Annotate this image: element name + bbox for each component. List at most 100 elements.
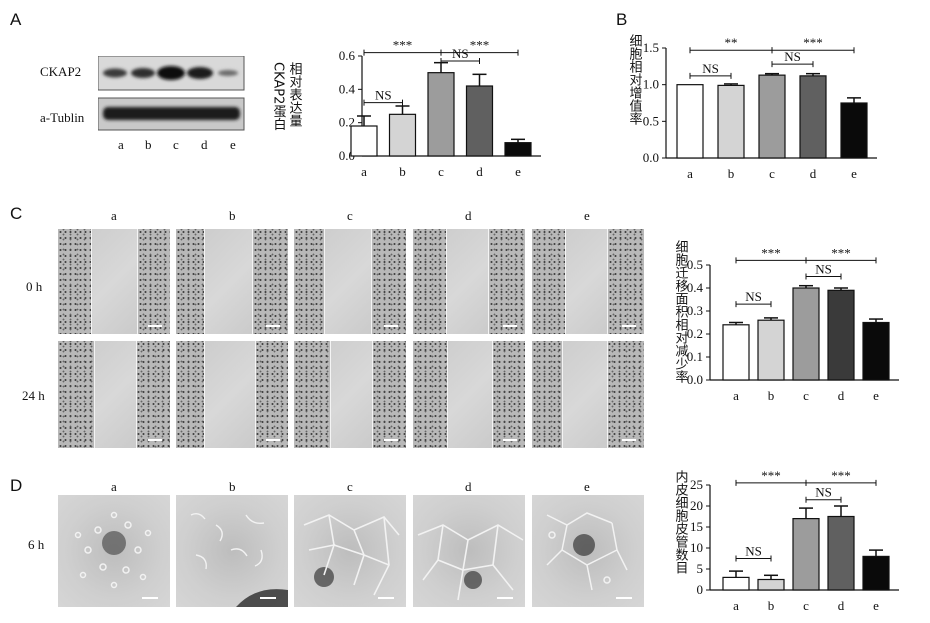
y-tick-label: 1.5 xyxy=(643,40,659,55)
significance-label: *** xyxy=(761,245,781,260)
x-tick-label: e xyxy=(873,388,879,403)
y-tick-label: 5 xyxy=(697,561,704,576)
x-tick-label: a xyxy=(361,164,367,179)
x-tick-label: d xyxy=(838,598,845,613)
tube-image xyxy=(413,495,525,607)
wound-col-e: e xyxy=(584,208,590,223)
significance-label: ** xyxy=(725,35,738,50)
y-tick-label: 0.0 xyxy=(643,150,659,165)
bar-b xyxy=(757,319,785,381)
bar-c xyxy=(758,74,786,159)
x-tick-label: c xyxy=(438,164,444,179)
wound-col-c: c xyxy=(347,208,353,223)
significance-label: NS xyxy=(815,485,832,500)
panel-letter-c: C xyxy=(10,204,23,223)
y-tick-label: 0.1 xyxy=(687,349,703,364)
bar-b xyxy=(757,578,785,591)
tube-row-6h: 6 h xyxy=(28,537,45,552)
blot-image xyxy=(98,56,245,131)
x-tick-label: b xyxy=(768,388,775,403)
y-axis-label: 内皮细胞皮管数目 xyxy=(673,469,689,574)
bar-d xyxy=(799,75,827,159)
y-tick-label: 15 xyxy=(690,519,703,534)
wound-row-24h: 24 h xyxy=(22,388,45,403)
wound-image xyxy=(532,229,644,334)
blot-lane-b: b xyxy=(145,137,152,152)
chart-c: 细胞迁移面积相对减少率 0.0 0.1 0.2 0.3 0.4 0.5 a b c d e *** ***… xyxy=(673,240,899,403)
y-tick-label: 0.4 xyxy=(687,280,704,295)
tube-col-c: c xyxy=(347,479,353,494)
x-tick-label: e xyxy=(515,164,521,179)
wound-image xyxy=(176,341,288,448)
y-tick-label: 1.0 xyxy=(643,77,659,92)
y-axis-label: CKAP2蛋白 xyxy=(271,62,287,131)
tube-image xyxy=(58,495,170,607)
significance-label: *** xyxy=(761,468,781,483)
x-tick-label: e xyxy=(851,166,857,181)
y-tick-label: 0.5 xyxy=(687,257,703,272)
tube-col-d: d xyxy=(465,479,472,494)
significance-label: *** xyxy=(831,468,851,483)
wound-image xyxy=(294,341,406,448)
bar-e xyxy=(862,321,890,381)
wound-image xyxy=(413,229,525,334)
x-tick-label: b xyxy=(399,164,406,179)
significance-label: NS xyxy=(784,49,801,64)
x-tick-label: d xyxy=(810,166,817,181)
x-tick-label: c xyxy=(769,166,775,181)
significance-label: NS xyxy=(815,262,832,277)
bar-a xyxy=(722,324,750,381)
bar-d xyxy=(827,289,855,381)
bar-b xyxy=(388,113,417,157)
wound-row-0h: 0 h xyxy=(26,279,43,294)
bar-d xyxy=(827,515,855,591)
blot-row-label-tubulin: a-Tublin xyxy=(40,110,85,125)
bar-e xyxy=(862,555,890,591)
x-tick-label: d xyxy=(476,164,483,179)
wound-image xyxy=(532,341,644,448)
wound-col-b: b xyxy=(229,208,236,223)
wound-col-a: a xyxy=(111,208,117,223)
panel-letter-a: A xyxy=(10,10,22,29)
x-tick-label: c xyxy=(803,388,809,403)
significance-label: *** xyxy=(803,35,823,50)
y-tick-label: 0.0 xyxy=(687,372,703,387)
significance-label: NS xyxy=(745,289,762,304)
y-axis-label: 相对表达量 xyxy=(287,62,303,127)
significance-label: NS xyxy=(745,544,762,559)
wound-image xyxy=(58,229,170,334)
blot-lane-d: d xyxy=(201,137,208,152)
x-tick-label: b xyxy=(768,598,775,613)
tube-col-a: a xyxy=(111,479,117,494)
wound-image xyxy=(413,341,525,448)
y-tick-label: 25 xyxy=(690,477,703,492)
bar-b xyxy=(717,84,745,159)
significance-label: NS xyxy=(452,46,469,61)
y-axis-label: 细胞迁移面积相对减少率 xyxy=(673,240,689,383)
bar-a xyxy=(722,576,750,591)
significance-label: *** xyxy=(393,38,413,53)
significance-label: *** xyxy=(470,38,490,53)
y-tick-label: 10 xyxy=(690,540,703,555)
y-tick-label: 0.4 xyxy=(339,81,356,96)
y-tick-label: 0.3 xyxy=(687,303,703,318)
blot-lane-a: a xyxy=(118,137,124,152)
y-tick-label: 0.5 xyxy=(643,113,659,128)
tube-image xyxy=(294,495,406,607)
y-tick-label: 20 xyxy=(690,498,703,513)
y-tick-label: 0.6 xyxy=(339,48,356,63)
tube-image xyxy=(176,495,288,607)
x-tick-label: c xyxy=(803,598,809,613)
chart-d: 内皮细胞皮管数目 0 5 10 15 20 25 a b c d e *** *** NS NS xyxy=(673,468,899,613)
bar-e xyxy=(504,142,532,157)
bar-a xyxy=(350,125,378,157)
wound-image xyxy=(58,341,170,448)
tube-image xyxy=(532,495,644,607)
y-tick-label: 0.2 xyxy=(687,326,703,341)
wound-image xyxy=(294,229,406,334)
panel-letter-d: D xyxy=(10,476,23,495)
x-tick-label: a xyxy=(733,598,739,613)
bar-e xyxy=(840,102,868,159)
